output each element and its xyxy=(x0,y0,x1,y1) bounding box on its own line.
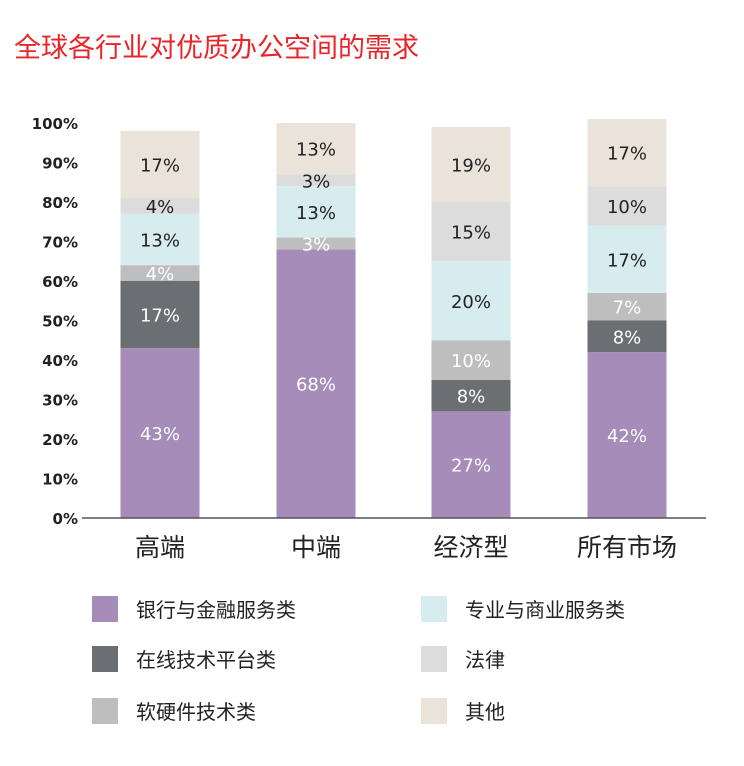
bar-segment xyxy=(587,186,667,226)
y-tick-label: 10% xyxy=(42,471,78,489)
data-label: 8% xyxy=(457,387,486,408)
chart-title: 全球各行业对优质办公空间的需求 xyxy=(14,33,419,64)
data-label: 10% xyxy=(607,197,647,218)
y-tick-label: 20% xyxy=(42,431,78,449)
legend-item: 在线技术平台类 xyxy=(92,644,276,673)
bar-segment xyxy=(431,340,511,380)
y-tick-label: 0% xyxy=(53,510,78,528)
legend-label: 银行与金融服务类 xyxy=(136,598,296,622)
bar-segment xyxy=(431,261,511,341)
legend-swatch xyxy=(92,595,118,622)
bar-segment xyxy=(276,249,356,518)
data-label: 17% xyxy=(607,144,647,165)
y-tick-label: 60% xyxy=(42,273,78,291)
bar-segment xyxy=(431,411,511,518)
bar-segment xyxy=(587,225,667,293)
x-category-label: 经济型 xyxy=(433,533,508,562)
x-category-label: 中端 xyxy=(291,533,341,562)
x-category-label: 高端 xyxy=(135,533,185,562)
legend-label: 法律 xyxy=(465,648,505,672)
legend-swatch xyxy=(421,697,447,724)
legend-label: 软硬件技术类 xyxy=(136,700,256,724)
data-label: 4% xyxy=(146,264,175,285)
data-label: 27% xyxy=(451,456,491,477)
bar-segment xyxy=(276,186,356,238)
data-label: 17% xyxy=(140,155,180,176)
bar-segment xyxy=(276,237,356,250)
data-label: 68% xyxy=(296,375,336,396)
bar-segment xyxy=(431,126,511,202)
data-label: 15% xyxy=(451,223,491,244)
y-tick-label: 30% xyxy=(42,392,78,410)
bar-segment xyxy=(276,174,356,187)
bar-segment xyxy=(120,130,200,199)
y-tick-label: 90% xyxy=(42,155,78,173)
bar-segment xyxy=(587,320,667,353)
bar-segment xyxy=(431,379,511,412)
bar-segment xyxy=(120,198,200,214)
y-tick-label: 40% xyxy=(42,352,78,370)
legend-label: 其他 xyxy=(465,700,505,724)
data-label: 20% xyxy=(451,292,491,313)
bar-segment xyxy=(587,352,667,518)
legend-label: 在线技术平台类 xyxy=(136,648,276,672)
data-label: 3% xyxy=(302,171,331,192)
data-label: 13% xyxy=(140,231,180,252)
legend-label: 专业与商业服务类 xyxy=(465,598,625,622)
data-label: 3% xyxy=(302,234,331,255)
y-tick-label: 70% xyxy=(42,234,78,252)
data-label: 7% xyxy=(613,298,642,319)
bar-segment xyxy=(431,202,511,262)
data-label: 13% xyxy=(296,203,336,224)
data-label: 17% xyxy=(607,250,647,271)
bar-segment xyxy=(276,123,356,175)
data-label: 8% xyxy=(613,327,642,348)
y-tick-label: 100% xyxy=(32,115,78,133)
legend-item: 软硬件技术类 xyxy=(92,696,256,725)
bar-segment xyxy=(120,281,200,349)
data-label: 4% xyxy=(146,197,175,218)
data-label: 43% xyxy=(140,424,180,445)
legend-item: 专业与商业服务类 xyxy=(421,594,625,623)
data-label: 42% xyxy=(607,426,647,447)
data-label: 10% xyxy=(451,351,491,372)
legend-item: 法律 xyxy=(421,644,505,673)
y-tick-label: 50% xyxy=(42,313,78,331)
data-label: 19% xyxy=(451,155,491,176)
bar-segment xyxy=(120,265,200,281)
bar-segment xyxy=(587,292,667,321)
x-category-label: 所有市场 xyxy=(577,533,677,562)
legend-item: 其他 xyxy=(421,696,505,725)
legend-swatch xyxy=(92,697,118,724)
legend-swatch xyxy=(421,645,447,672)
bar-segment xyxy=(587,119,667,187)
stacked-bar-chart: 0% 10% 20% 30% 40% 50% 60% 70% 80% 90% 100% 43% 17% 4… xyxy=(32,115,706,562)
legend-item: 银行与金融服务类 xyxy=(92,594,296,623)
legend-swatch xyxy=(421,595,447,622)
bar-segment xyxy=(120,348,200,518)
legend-swatch xyxy=(92,645,118,672)
y-tick-label: 80% xyxy=(42,194,78,212)
data-label: 17% xyxy=(140,306,180,327)
data-label: 13% xyxy=(296,140,336,161)
bar-segment xyxy=(120,213,200,266)
